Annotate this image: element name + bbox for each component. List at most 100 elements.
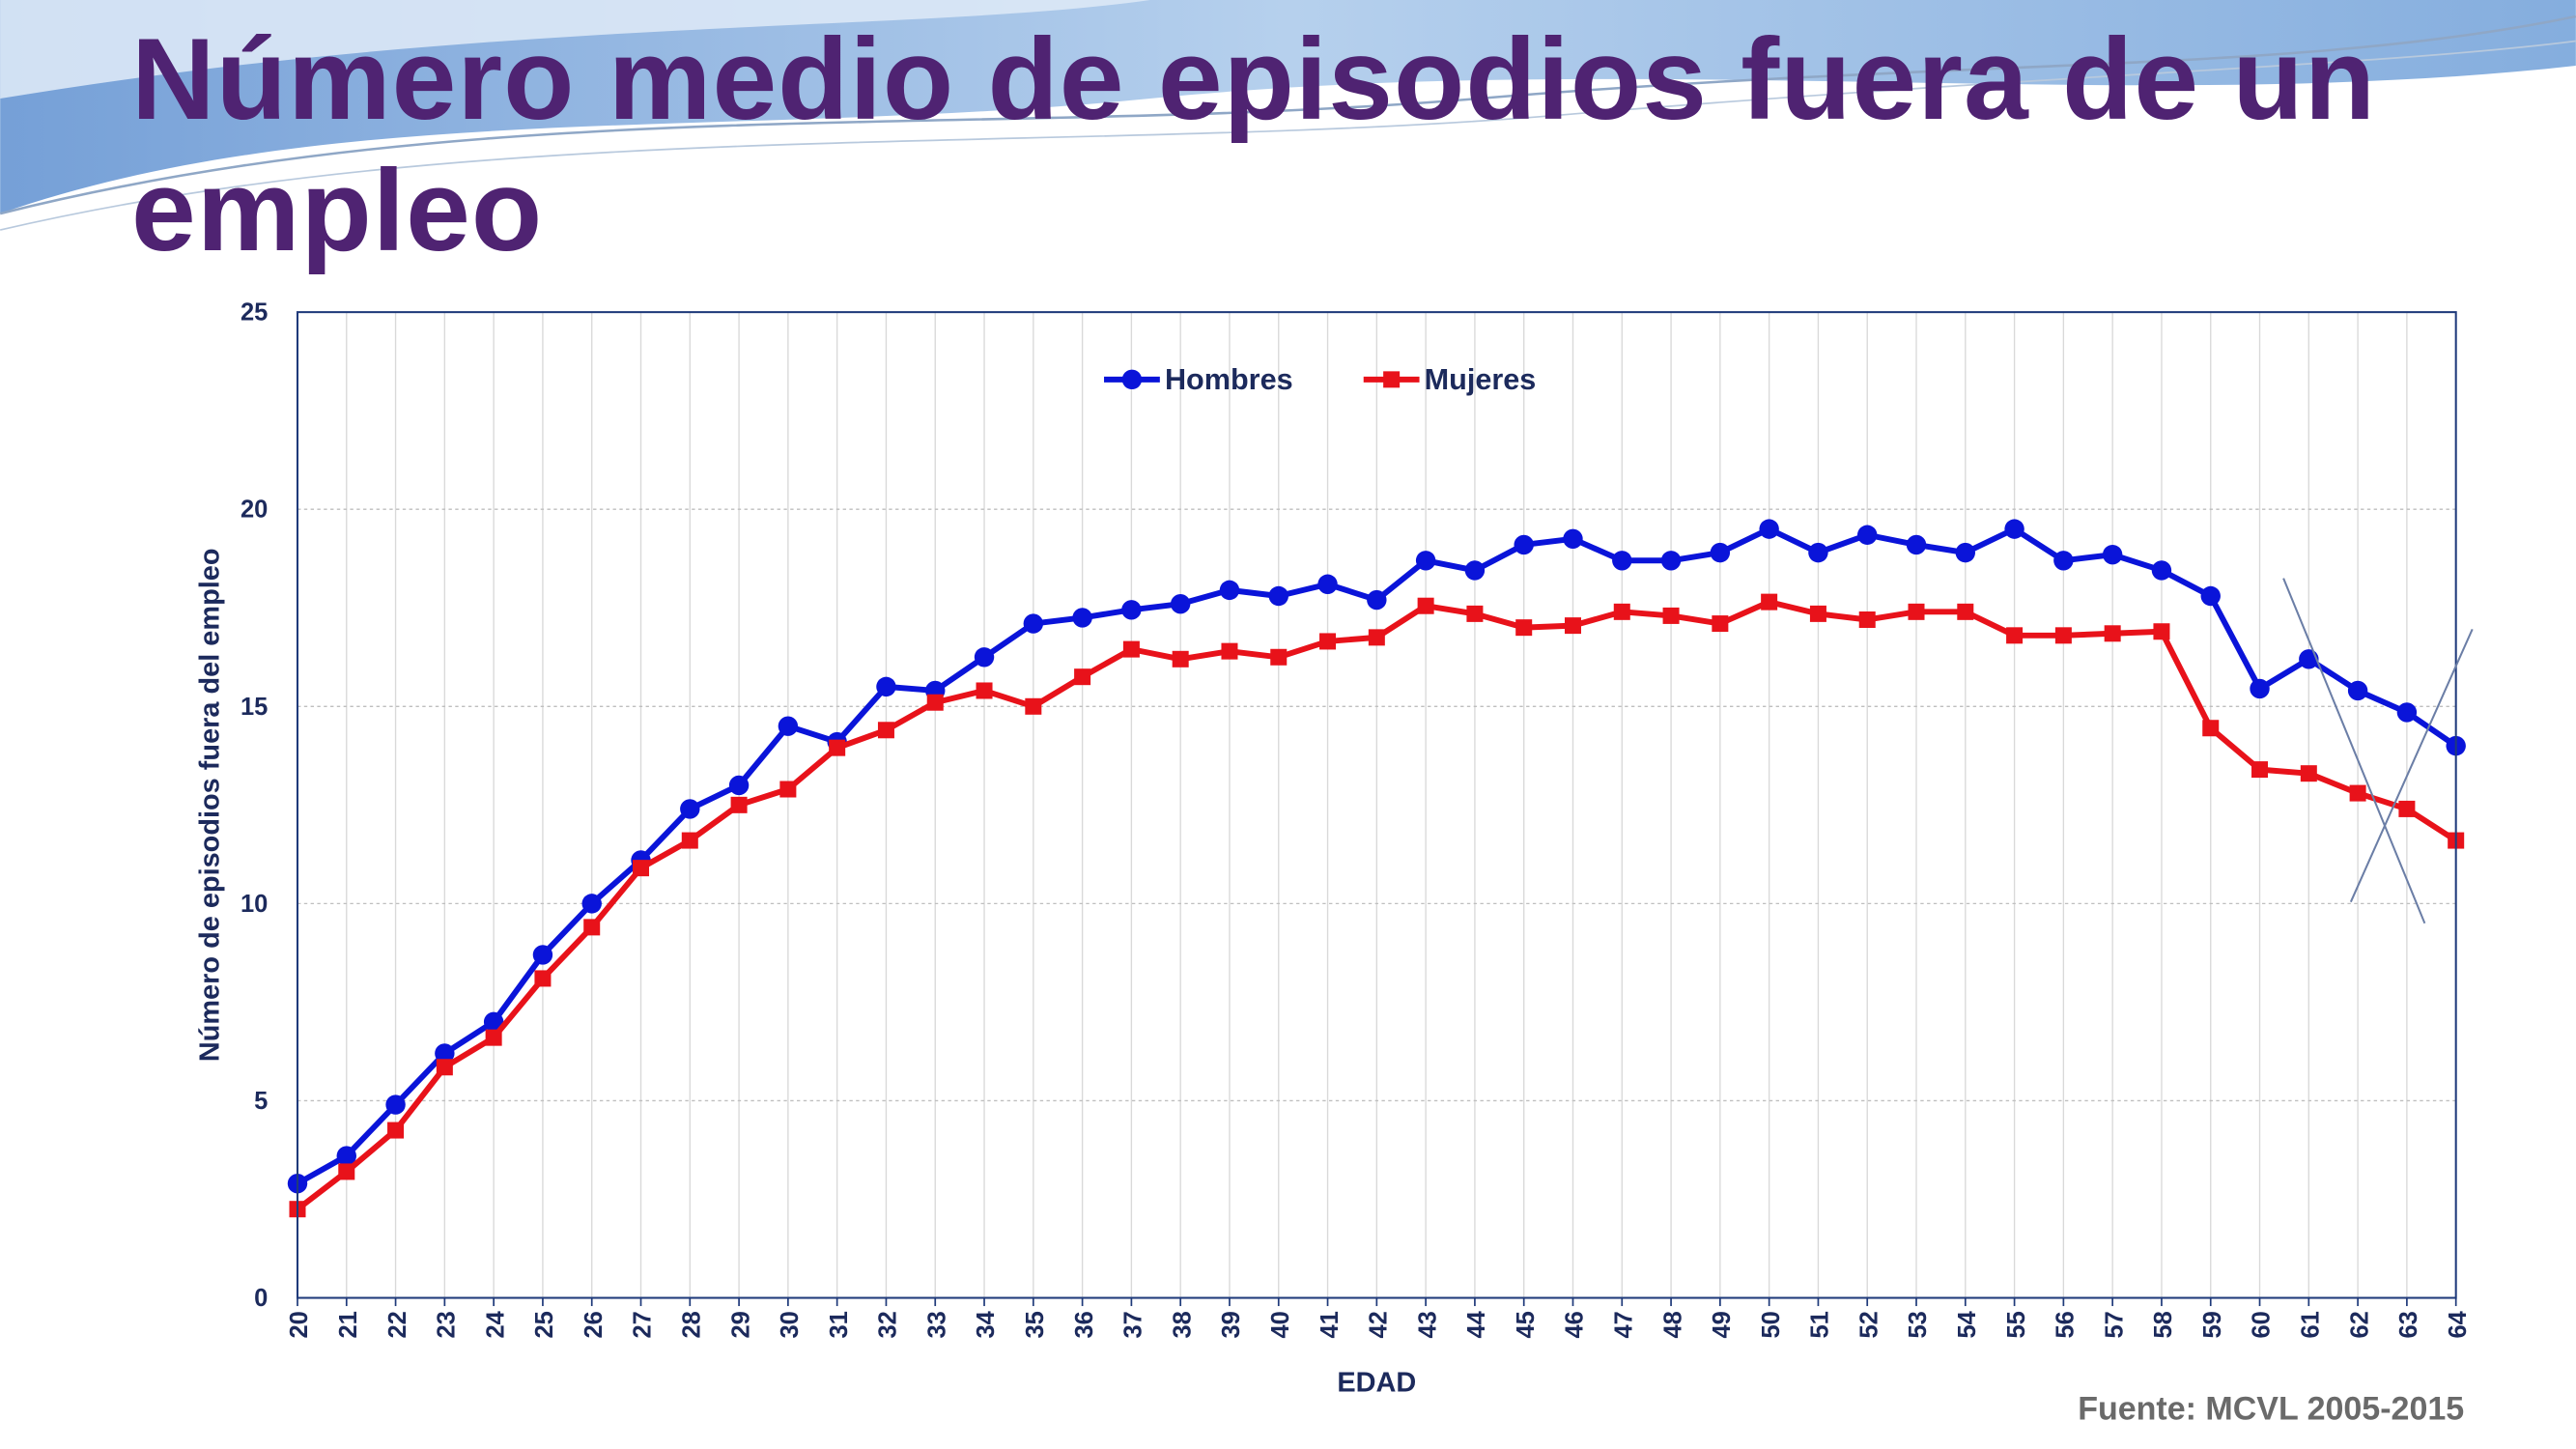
point [1662,607,1680,624]
point [2102,544,2123,565]
point [336,1146,356,1166]
point [1072,608,1092,628]
x-tick-label: 56 [2052,1311,2080,1338]
point [1563,528,1583,550]
point [1121,600,1142,620]
point [681,832,698,849]
point [974,647,995,668]
point [581,894,602,914]
x-tick-label: 21 [335,1311,362,1338]
x-tick-label: 45 [1513,1311,1540,1338]
x-tick-label: 54 [1954,1310,1981,1338]
point [1367,589,1387,611]
plot: 20 21 22 23 24 25 26 27 28 29 30 31 32 33 34 35 36 37 38 39… [241,299,2472,1339]
x-tick-label: 37 [1120,1311,1147,1338]
x-tick-label: 27 [630,1311,657,1338]
x-tick-label: 23 [434,1311,461,1338]
point [435,1043,455,1064]
legend-item: Mujeres [1363,363,1537,396]
x-tick-label: 29 [727,1311,754,1338]
point [532,945,553,965]
legend-label: Mujeres [1425,363,1537,396]
point [1023,613,1044,634]
decoration [0,0,2576,231]
point [2250,678,2270,699]
point [2349,784,2366,802]
point [485,1029,502,1046]
x-tick-label: 60 [2249,1311,2276,1338]
point [534,970,552,987]
point [1564,617,1581,635]
point [1957,603,1974,620]
x-tick-label: 58 [2150,1311,2177,1338]
point [1221,642,1238,660]
legend-item: Hombres [1104,363,1293,396]
point [1908,603,1925,620]
legend-marker [1383,371,1401,388]
point [829,739,846,756]
point [2006,627,2024,644]
point [1270,648,1288,666]
legend-label: Hombres [1165,363,1293,396]
point [1660,551,1682,571]
y-tick-label: 0 [254,1285,268,1312]
point [1809,605,1826,622]
x-tick-label: 20 [286,1311,313,1338]
x-tick-label: 30 [777,1311,804,1338]
point [1906,534,1927,555]
x-tick-label: 36 [1071,1311,1098,1338]
x-tick-label: 26 [580,1311,608,1338]
point [1857,525,1878,545]
point [1759,519,1779,539]
point [2251,761,2269,779]
x-tick-label: 40 [1267,1311,1294,1338]
point [2153,623,2170,640]
point [1955,542,1976,563]
point [1464,560,1486,581]
x-tick-label: 25 [531,1311,558,1338]
point [876,676,896,697]
point [1074,668,1091,686]
point [1417,597,1434,614]
point [1170,593,1191,614]
point [583,919,601,936]
point [2202,720,2220,737]
x-tick-label: 43 [1414,1311,1441,1338]
plot-border [296,311,2457,1299]
point [483,1011,504,1033]
y-tick-label: 20 [241,497,268,524]
x-axis-label: EDAD [1337,1367,1416,1398]
point [877,722,894,739]
point [1612,551,1632,571]
point [633,860,650,877]
point [387,1122,405,1139]
point [2053,551,2074,571]
point [1122,640,1140,658]
x-tick-label: 53 [1905,1311,1932,1338]
x-tick-label: 52 [1855,1311,1882,1338]
point [976,682,993,699]
x-tick-label: 46 [1562,1311,1589,1338]
point [2347,680,2368,701]
y-tick-label: 5 [254,1088,268,1115]
annotation-cross [2282,578,2474,924]
x-tick-label: 57 [2101,1311,2128,1338]
point [1172,650,1189,668]
point [730,796,748,813]
point [2300,765,2317,782]
y-tick-label: 15 [241,694,268,721]
x-tick-label: 62 [2346,1311,2373,1338]
point [2200,585,2221,607]
point [1515,619,1533,637]
point [1613,603,1630,620]
x-tick-label: 42 [1366,1311,1393,1338]
x-tick-label: 22 [384,1311,411,1338]
point [2004,519,2024,539]
y-tick-label: 10 [241,891,268,918]
point [778,716,799,736]
x-tick-label: 64 [2445,1310,2472,1338]
x-tick-label: 38 [1169,1311,1196,1338]
point [1219,580,1240,601]
